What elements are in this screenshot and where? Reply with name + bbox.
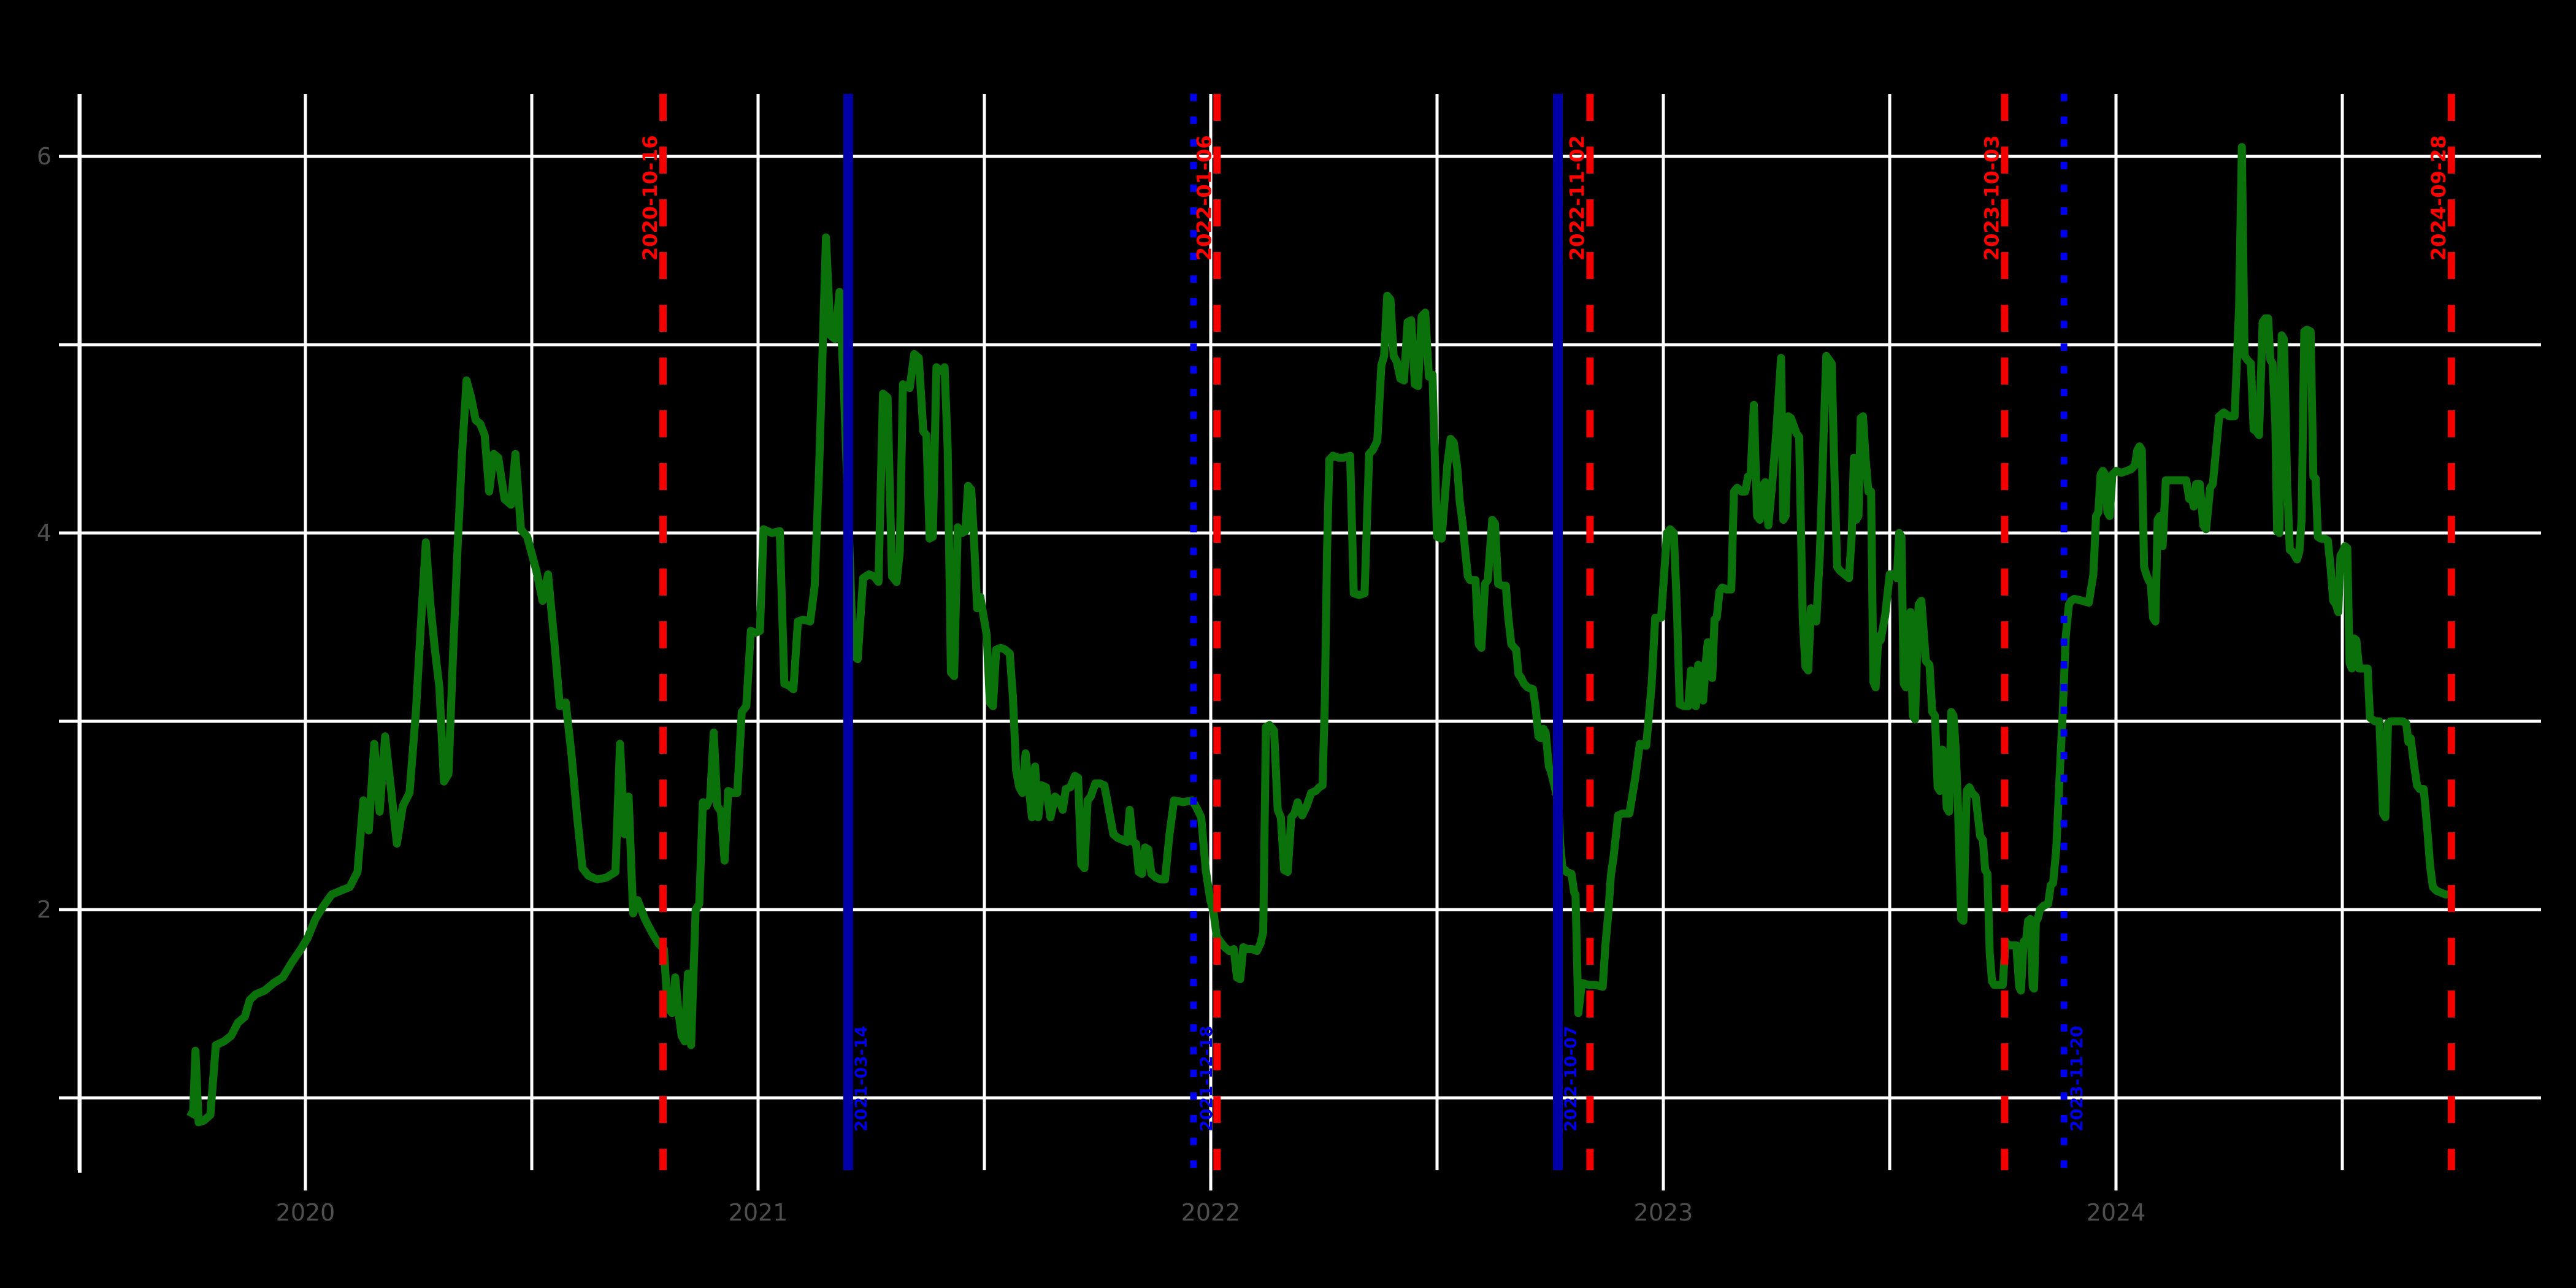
x-tick-label: 2023 <box>1634 1199 1693 1226</box>
event-line-label: 2024-09-28 <box>2427 135 2450 261</box>
x-tick-label: 2020 <box>276 1199 335 1226</box>
event-line-label: 2022-10-07 <box>1562 1025 1581 1132</box>
event-line-label: 2021-12-18 <box>1197 1025 1216 1132</box>
event-line-label: 2020-10-16 <box>638 135 662 261</box>
event-line-label: 2023-10-03 <box>1980 135 2003 261</box>
x-tick-label: 2024 <box>2087 1199 2146 1226</box>
y-tick-label: 2 <box>37 896 52 923</box>
event-line-label: 2021-03-14 <box>852 1025 871 1132</box>
x-tick-label: 2022 <box>1181 1199 1241 1226</box>
series-line-weekly-index <box>186 143 2451 1127</box>
event-line-label: 2022-11-02 <box>1565 135 1589 261</box>
x-tick-label: 2021 <box>729 1199 788 1226</box>
y-tick-label: 4 <box>37 519 52 546</box>
event-line-label: 2023-11-20 <box>2068 1025 2087 1132</box>
y-tick-label: 6 <box>37 143 52 170</box>
event-line-label: 2022-01-06 <box>1192 135 1216 261</box>
